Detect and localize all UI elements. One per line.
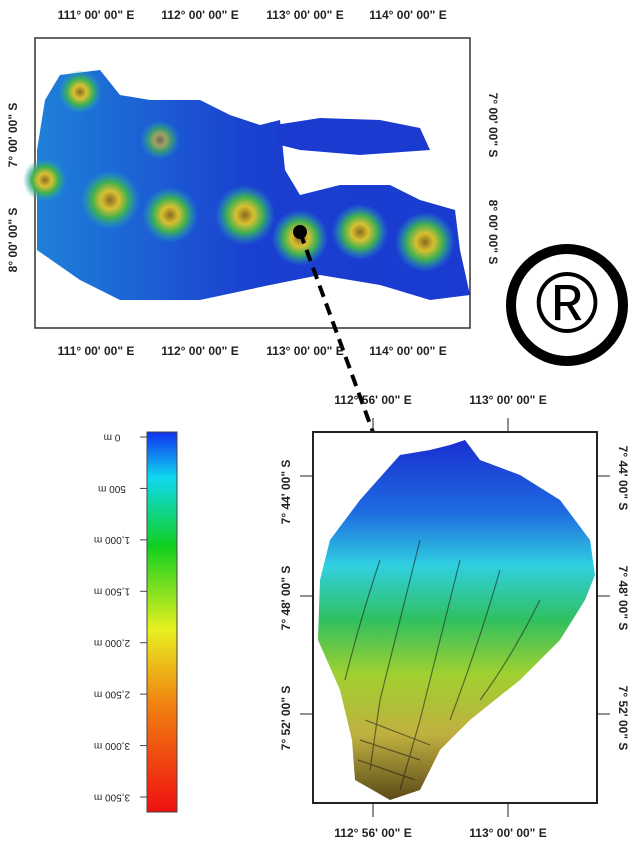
lon-label: 112° 00' 00" E: [161, 344, 238, 358]
lon-label: 113° 00' 00" E: [266, 8, 343, 22]
lat-label: 7° 44' 00" S: [616, 446, 629, 511]
lat-label: 8° 00' 00" S: [6, 208, 20, 273]
lat-label: 7° 52' 00" S: [616, 686, 629, 751]
lat-label: 7° 52' 00" S: [279, 686, 293, 751]
lon-label: 114° 00' 00" E: [369, 344, 446, 358]
colorbar-label: 3,500 m: [94, 791, 130, 802]
lon-label: 111° 00' 00" E: [58, 8, 135, 22]
lon-label: 112° 56' 00" E: [334, 826, 411, 840]
registered-mark: ®: [535, 256, 598, 352]
lat-label: 7° 00' 00" S: [6, 103, 20, 168]
colorbar-label: 1,500 m: [94, 586, 130, 597]
colorbar-label: 1,000 m: [94, 534, 130, 545]
colorbar-label: 500 m: [98, 483, 126, 494]
colorbar-label: 3,000 m: [94, 740, 130, 751]
lat-label: 7° 48' 00" S: [616, 566, 629, 631]
lon-label: 112° 56' 00" E: [334, 393, 411, 407]
lat-label: 7° 00' 00" S: [486, 93, 500, 158]
lat-label: 8° 00' 00" S: [486, 200, 500, 265]
lon-label: 111° 00' 00" E: [58, 344, 135, 358]
lat-label: 7° 48' 00" S: [279, 566, 293, 631]
colorbar-label: 2,000 m: [94, 637, 130, 648]
lon-label: 113° 00' 00" E: [469, 393, 546, 407]
lon-label: 112° 00' 00" E: [161, 8, 238, 22]
colorbar-ramp: [147, 432, 177, 812]
colorbar-label: 0 m: [104, 431, 121, 442]
lon-label: 113° 00' 00" E: [469, 826, 546, 840]
figure: 111° 00' 00" E 112° 00' 00" E 113° 00' 0…: [0, 0, 629, 843]
lat-label: 7° 44' 00" S: [279, 460, 293, 525]
lon-label: 114° 00' 00" E: [369, 8, 446, 22]
lon-label: 113° 00' 00" E: [266, 344, 343, 358]
colorbar-label: 2,500 m: [94, 689, 130, 700]
colorbar: 0 m 500 m 1,000 m 1,500 m 2,000 m 2,500 m 3,00…: [94, 431, 177, 812]
